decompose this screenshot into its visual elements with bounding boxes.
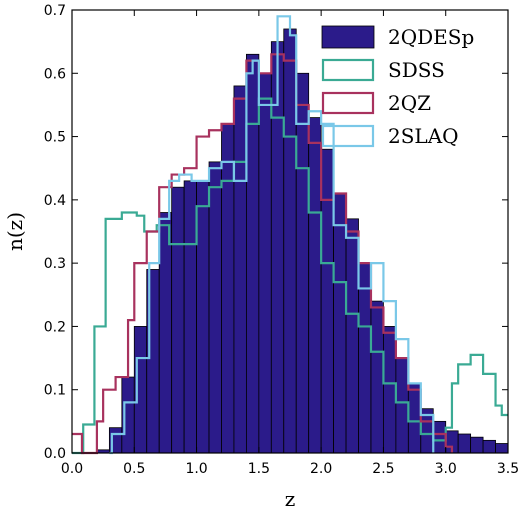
histogram-bar-12	[245, 53, 260, 454]
y-tick-label: 0.4	[44, 193, 66, 209]
histogram-bar-10	[221, 123, 235, 454]
comparison-step-lines	[72, 15, 508, 455]
histogram-bar-20	[345, 218, 359, 454]
histogram-bar-19	[333, 193, 347, 454]
axis-ticks: 0.0 0.5 1.0 1.5 2.0 2.5 3.0 3.5 0.0 0.1 0.2 0.3 0.4 0…	[44, 3, 519, 477]
plot-frame	[71, 9, 509, 454]
histogram-bar-13	[258, 72, 272, 454]
x-tick-label: 3.5	[497, 461, 519, 477]
x-tick-label: 0.0	[61, 461, 83, 477]
sdss-step-line	[72, 97, 508, 455]
histogram-bar-17	[308, 117, 322, 454]
histogram-bar-11	[233, 85, 247, 454]
histogram-bar-6	[171, 186, 185, 454]
x-tick-label: 2.5	[372, 461, 394, 477]
histogram-bar-5	[158, 212, 173, 454]
y-tick-label: 0.2	[44, 319, 66, 335]
y-tick-label: 0.6	[44, 66, 66, 82]
legend-label-2slaq: 2SLAQ	[388, 124, 459, 148]
histogram-bar-21	[358, 262, 372, 454]
2slaq-step-line	[109, 15, 435, 455]
legend-label-sdss: SDSS	[388, 58, 445, 82]
histogram-bar-29	[457, 433, 472, 454]
histogram-bar-27	[432, 420, 447, 454]
x-tick-label: 0.5	[123, 461, 145, 477]
histogram-bar-31	[482, 439, 496, 454]
y-tick-label: 0.7	[44, 3, 66, 19]
histogram-bar-16	[295, 72, 310, 454]
y-tick-label: 0.3	[44, 256, 66, 272]
x-tick-label: 2.0	[310, 461, 332, 477]
legend-label-2qdesp: 2QDESp	[388, 25, 474, 49]
histogram-bar-25	[407, 382, 422, 454]
histogram-bar-22	[370, 300, 384, 454]
histogram-bar-9	[208, 161, 222, 454]
x-axis-label: z	[285, 487, 296, 511]
x-tick-label: 1.5	[248, 461, 270, 477]
x-tick-label: 1.0	[185, 461, 207, 477]
legend-label-2qz: 2QZ	[388, 91, 431, 115]
y-tick-label: 0.0	[44, 446, 66, 462]
histogram-bar-7	[183, 180, 197, 454]
histogram-bar-24	[395, 357, 409, 454]
histogram-bar-15	[283, 28, 297, 454]
histogram-bar-30	[470, 436, 484, 454]
y-tick-label: 0.5	[44, 130, 66, 146]
legend: 2QDESp SDSS 2QZ 2SLAQ	[321, 25, 474, 148]
y-tick-label: 0.1	[44, 383, 66, 399]
histogram-bar-18	[320, 148, 334, 454]
legend-swatch-2qdesp	[321, 25, 375, 49]
legend-swatch-2qz	[321, 91, 375, 115]
legend-swatch-2slaq	[321, 124, 375, 148]
histogram-bar-23	[383, 326, 397, 454]
x-tick-label: 3.0	[435, 461, 457, 477]
legend-swatch-sdss	[321, 58, 375, 82]
histogram-bar-8	[196, 180, 210, 454]
y-axis-label: n(z)	[3, 212, 27, 251]
histogram-bar-32	[495, 443, 509, 454]
